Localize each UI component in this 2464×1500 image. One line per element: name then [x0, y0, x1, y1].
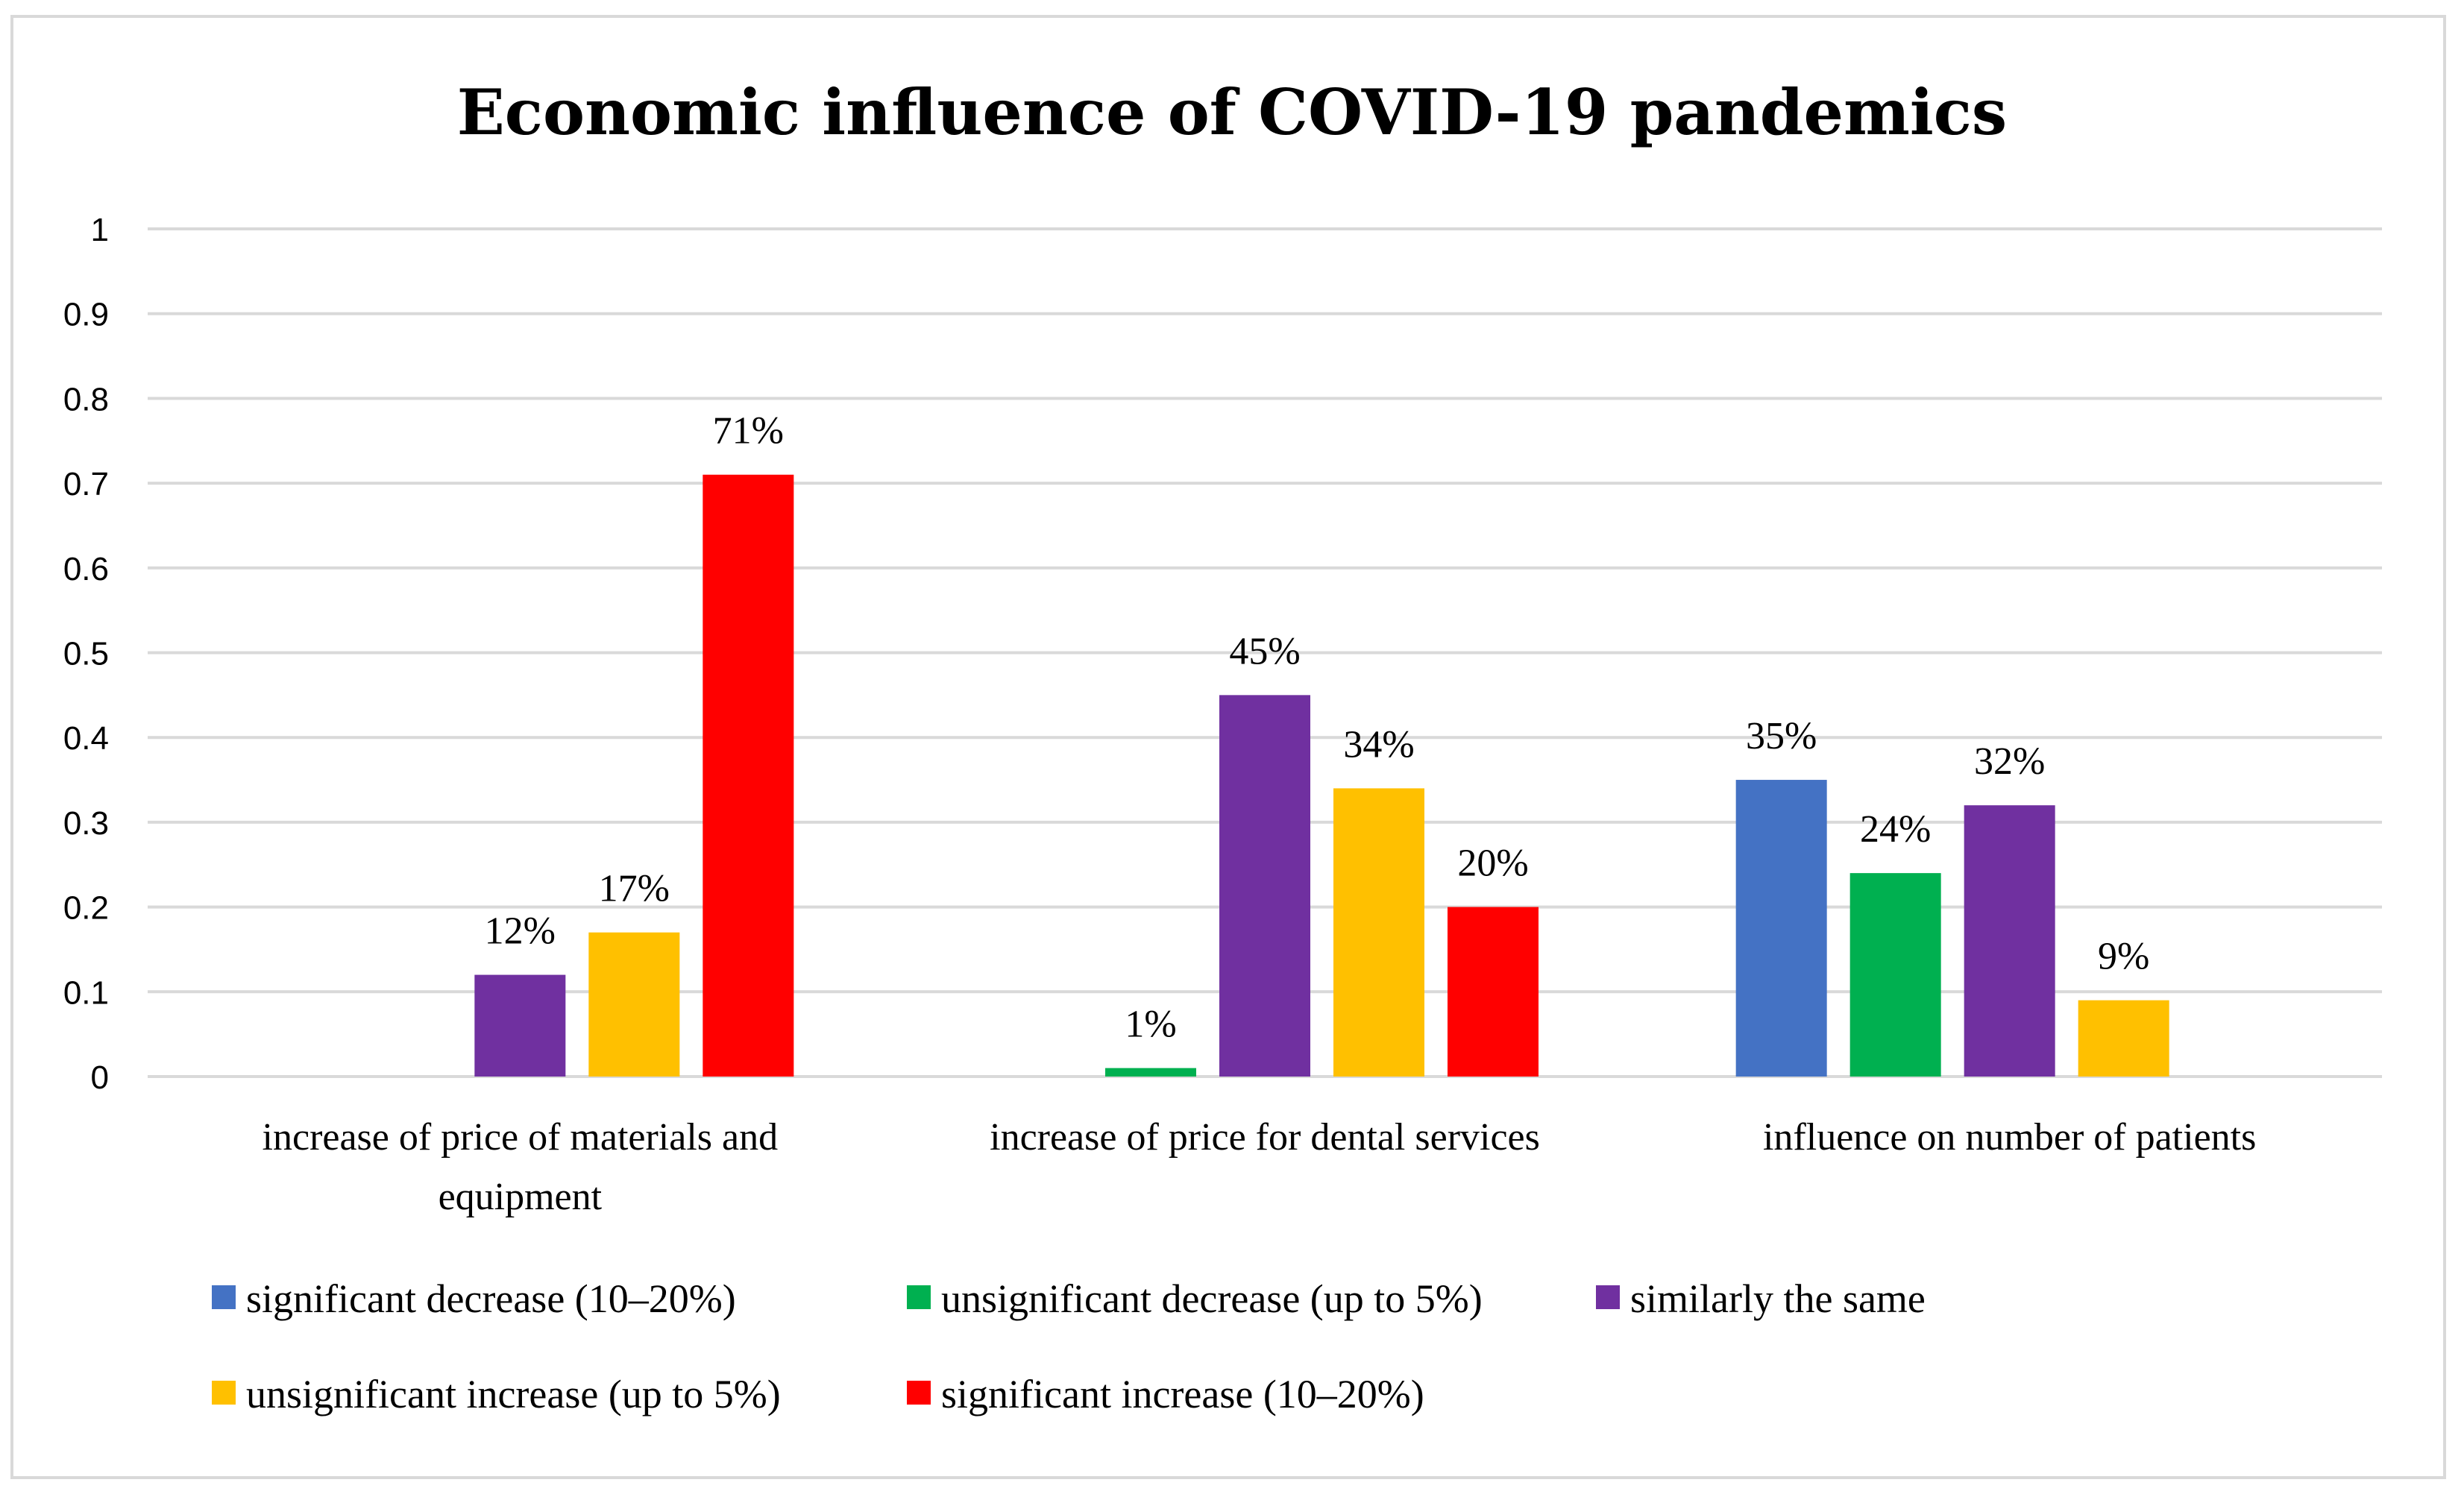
bar [1735, 780, 1827, 1077]
data-label: 24% [1860, 808, 1931, 851]
data-label: 32% [1974, 740, 2045, 783]
bars [474, 474, 2169, 1077]
category-label: increase of price for dental services [990, 1116, 1540, 1159]
chart-title: Economic influence of COVID-19 pandemics [457, 75, 2007, 149]
legend-label: unsignificant increase (up to 5%) [246, 1372, 781, 1417]
legend-swatch [1596, 1285, 1620, 1309]
data-label: 17% [599, 868, 670, 910]
legend-label: unsignificant decrease (up to 5%) [941, 1276, 1483, 1321]
data-label: 45% [1229, 630, 1300, 672]
category-label: influence on number of patients [1763, 1116, 2256, 1159]
y-tick-label: 0.7 [63, 466, 109, 502]
y-tick-label: 0.1 [63, 974, 109, 1011]
legend-item: similarly the same [1596, 1276, 1926, 1321]
legend-item: significant decrease (10–20%) [212, 1276, 736, 1321]
category-labels: increase of price of materials and equipm… [263, 1116, 2257, 1218]
bar [1333, 788, 1424, 1077]
y-tick-label: 0.5 [63, 636, 109, 672]
y-tick-label: 0 [91, 1059, 109, 1096]
data-label: 9% [2098, 936, 2149, 978]
legend-swatch [212, 1285, 236, 1309]
legend-item: significant increase (10–20%) [907, 1372, 1424, 1417]
category-label: equipment [439, 1176, 603, 1218]
data-label: 71% [713, 410, 784, 453]
data-labels: 12% 17% 71% 1% 45% 34% 20% 35% 24% 32% 9% [485, 410, 2150, 1046]
category-label: increase of price of materials and [263, 1116, 779, 1159]
y-axis-ticks: 0 0.1 0.2 0.3 0.4 0.5 0.6 0.7 0.8 0.9 1 [63, 212, 109, 1096]
y-tick-label: 1 [91, 212, 109, 248]
y-tick-label: 0.8 [63, 381, 109, 417]
y-tick-label: 0.4 [63, 720, 109, 757]
legend-label: similarly the same [1630, 1276, 1926, 1321]
legend-label: significant increase (10–20%) [941, 1372, 1424, 1417]
legend-item: unsignificant increase (up to 5%) [212, 1372, 781, 1417]
bar [1849, 873, 1941, 1077]
bar [1105, 1068, 1196, 1077]
bar [1448, 907, 1539, 1077]
legend-swatch [907, 1381, 931, 1405]
bar [474, 974, 566, 1077]
legend: significant decrease (10–20%) unsignifica… [212, 1276, 1926, 1417]
y-tick-label: 0.2 [63, 890, 109, 927]
data-label: 34% [1343, 723, 1414, 766]
bar [703, 474, 794, 1077]
data-label: 12% [485, 910, 556, 953]
y-tick-label: 0.6 [63, 551, 109, 587]
legend-swatch [212, 1381, 236, 1405]
bar [588, 932, 680, 1077]
data-label: 1% [1125, 1003, 1176, 1046]
bar [2078, 1000, 2169, 1077]
legend-swatch [907, 1285, 931, 1309]
y-tick-label: 0.3 [63, 805, 109, 842]
data-label: 20% [1457, 842, 1528, 885]
data-label: 35% [1746, 715, 1817, 757]
legend-item: unsignificant decrease (up to 5%) [907, 1276, 1483, 1321]
bar [1964, 805, 2055, 1077]
bar [1219, 695, 1310, 1077]
y-tick-label: 0.9 [63, 297, 109, 333]
legend-label: significant decrease (10–20%) [246, 1276, 736, 1321]
